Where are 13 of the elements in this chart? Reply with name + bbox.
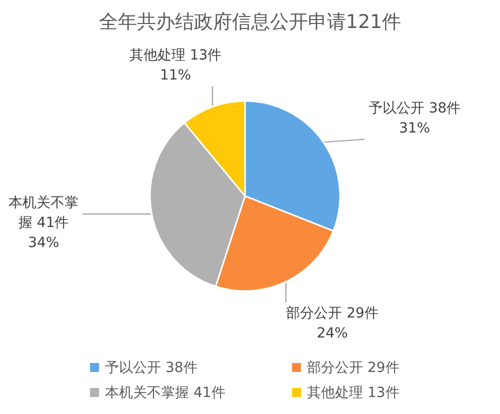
data-label: 24%: [316, 326, 348, 342]
legend-label: 其他处理 13件: [307, 385, 400, 401]
legend-label: 部分公开 29件: [307, 360, 400, 376]
slice-label: 本机关不掌握 41件: [8, 195, 79, 232]
legend-label: 本机关不掌握 41件: [105, 385, 226, 401]
slice-label: 部分公开 29件: [286, 306, 378, 322]
data-label: 11%: [160, 67, 192, 84]
data-label: 34%: [28, 235, 60, 252]
chart-title: 全年共办结政府信息公开申请121件: [98, 11, 402, 33]
legend-label: 予以公开 38件: [105, 360, 198, 376]
slice-label: 其他处理 13件: [129, 47, 222, 64]
data-label: 31%: [398, 120, 430, 136]
slice-label: 予以公开 38件: [368, 100, 461, 116]
